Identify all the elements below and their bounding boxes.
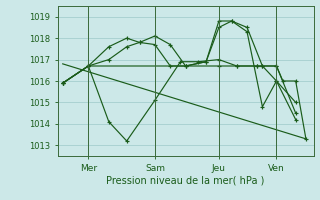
- X-axis label: Pression niveau de la mer( hPa ): Pression niveau de la mer( hPa ): [107, 175, 265, 185]
